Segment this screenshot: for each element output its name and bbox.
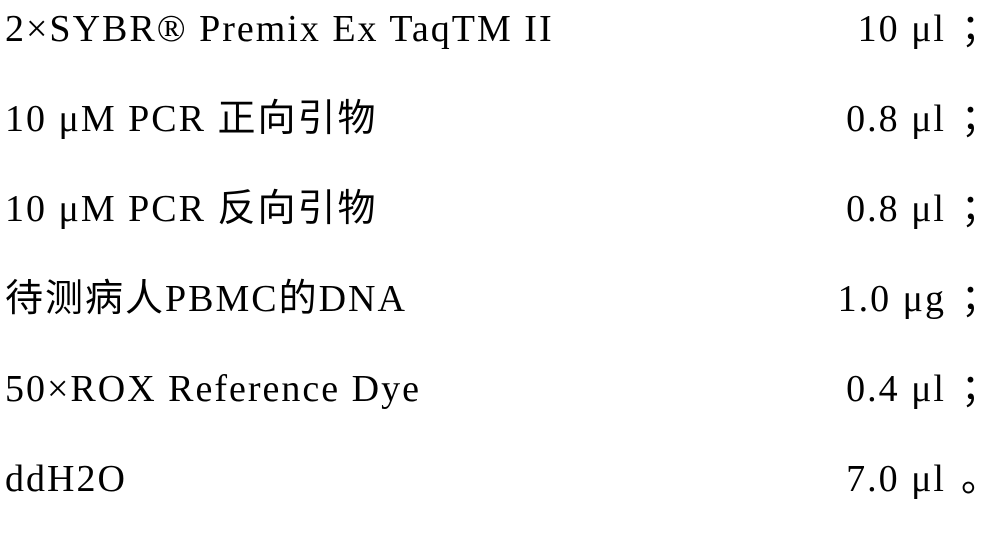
reagent-label: 待测病人PBMC的DNA [5,280,407,318]
reagent-label: 10 μM PCR 反向引物 [5,190,378,228]
table-row: 10 μM PCR 反向引物 0.8 μl ； [0,190,1006,235]
reagent-value: 0.4 μl [846,370,946,408]
reagent-value: 0.8 μl [846,100,946,138]
reagent-label: 10 μM PCR 正向引物 [5,100,378,138]
table-row: 2×SYBR® Premix Ex TaqTM II 10 μl ； [0,10,1006,55]
reagent-label: ddH2O [5,460,127,498]
table-row: 待测病人PBMC的DNA 1.0 μg ； [0,280,1006,325]
table-row: ddH2O 7.0 μl 。 [0,460,1006,505]
reagent-value: 10 μl [858,10,946,48]
table-row: 10 μM PCR 正向引物 0.8 μl ； [0,100,1006,145]
reagent-label: 50×ROX Reference Dye [5,370,421,408]
reagent-value: 7.0 μl [846,460,946,498]
row-punct: ； [961,370,1001,408]
reagent-value: 1.0 μg [838,280,946,318]
row-punct: ； [961,10,1001,48]
row-punct: 。 [961,460,1001,498]
row-punct: ； [961,280,1001,318]
row-punct: ； [961,190,1001,228]
row-punct: ； [961,100,1001,138]
reagent-label: 2×SYBR® Premix Ex TaqTM II [5,10,554,48]
table-row: 50×ROX Reference Dye 0.4 μl ； [0,370,1006,415]
reagent-value: 0.8 μl [846,190,946,228]
reagent-table: 2×SYBR® Premix Ex TaqTM II 10 μl ； 10 μM… [0,0,1006,543]
